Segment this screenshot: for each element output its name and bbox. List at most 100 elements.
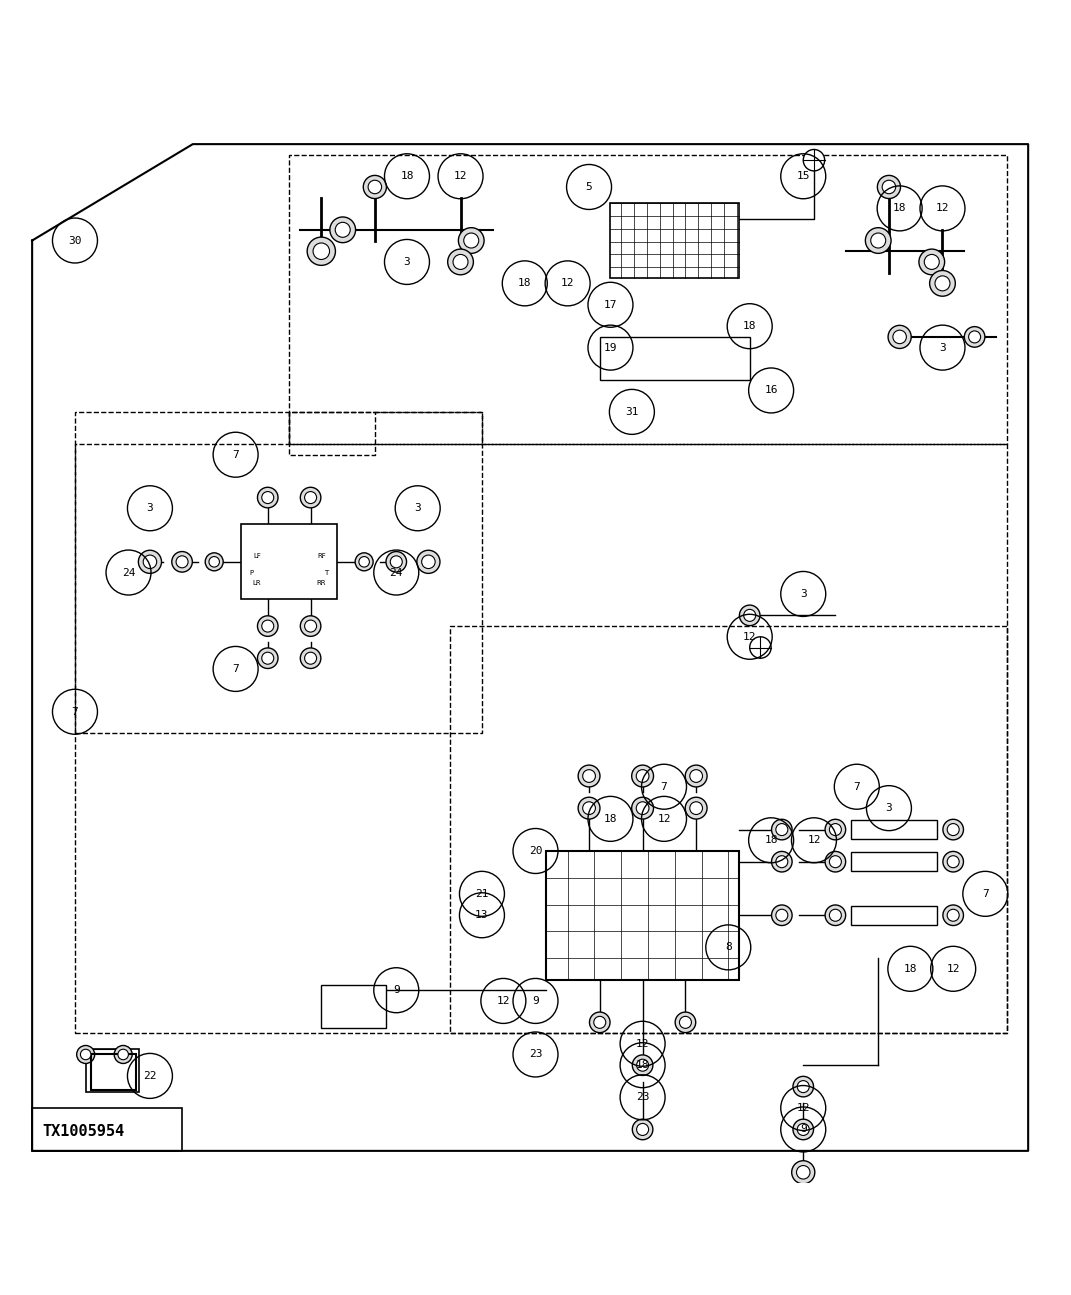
Circle shape (829, 824, 842, 835)
Bar (241, 524, 337, 600)
Text: 12: 12 (947, 963, 960, 974)
Text: 12: 12 (497, 996, 510, 1006)
Circle shape (924, 254, 939, 269)
Bar (600, 337, 750, 379)
Circle shape (300, 616, 321, 636)
Circle shape (797, 1080, 810, 1093)
Circle shape (368, 180, 381, 194)
Circle shape (176, 556, 188, 567)
Bar (851, 820, 937, 839)
Circle shape (797, 1166, 810, 1178)
Text: 9: 9 (393, 985, 399, 996)
Circle shape (771, 851, 793, 872)
Circle shape (636, 769, 649, 782)
Text: 3: 3 (800, 589, 806, 600)
Circle shape (865, 228, 891, 254)
Bar (75, 444, 1007, 1033)
Circle shape (313, 243, 330, 259)
Circle shape (743, 610, 756, 622)
Bar (289, 155, 1007, 444)
Circle shape (935, 276, 950, 291)
Circle shape (636, 1059, 649, 1071)
Circle shape (356, 553, 373, 571)
Circle shape (257, 616, 278, 636)
Circle shape (793, 1076, 814, 1097)
Text: RR: RR (317, 580, 326, 587)
Text: 24: 24 (122, 567, 135, 578)
Text: 7: 7 (232, 449, 239, 460)
Text: 12: 12 (743, 632, 756, 642)
Text: 12: 12 (658, 813, 670, 824)
Circle shape (80, 1049, 91, 1059)
Circle shape (578, 798, 600, 818)
Text: 23: 23 (529, 1049, 542, 1059)
Circle shape (583, 802, 595, 815)
Text: 9: 9 (532, 996, 539, 1006)
Circle shape (942, 851, 964, 872)
Text: 7: 7 (661, 782, 667, 791)
Text: RF: RF (317, 553, 326, 559)
Text: 12: 12 (936, 203, 949, 214)
Text: LR: LR (253, 580, 261, 587)
Circle shape (363, 175, 387, 198)
Circle shape (458, 228, 484, 254)
Text: 12: 12 (797, 1103, 810, 1112)
Circle shape (335, 223, 350, 237)
Text: 17: 17 (604, 299, 617, 310)
Circle shape (304, 492, 317, 504)
Circle shape (636, 1124, 649, 1136)
Circle shape (257, 648, 278, 668)
Circle shape (675, 1013, 696, 1032)
Bar (86, 1049, 139, 1092)
Circle shape (968, 332, 981, 343)
Circle shape (417, 550, 440, 574)
Text: 18: 18 (401, 171, 413, 181)
Circle shape (390, 556, 403, 567)
Circle shape (775, 856, 788, 868)
Circle shape (261, 492, 274, 504)
Circle shape (803, 149, 825, 171)
Bar (546, 851, 739, 979)
Text: P: P (250, 570, 254, 575)
Circle shape (632, 1055, 653, 1075)
Circle shape (583, 769, 595, 782)
Text: 18: 18 (604, 813, 617, 824)
Circle shape (679, 1017, 692, 1028)
Text: 21: 21 (476, 888, 488, 899)
Circle shape (942, 905, 964, 926)
Circle shape (942, 820, 964, 840)
Circle shape (877, 175, 901, 198)
Bar (91, 1054, 136, 1090)
Circle shape (797, 1124, 810, 1136)
Text: 3: 3 (886, 803, 892, 813)
Circle shape (448, 249, 473, 275)
Text: 7: 7 (72, 707, 78, 716)
Text: 7: 7 (854, 782, 860, 791)
Circle shape (947, 909, 960, 921)
Circle shape (883, 180, 895, 194)
Text: 16: 16 (765, 386, 778, 395)
Circle shape (300, 487, 321, 508)
Text: 7: 7 (982, 888, 989, 899)
Circle shape (578, 765, 600, 787)
Text: 24: 24 (390, 567, 403, 578)
Circle shape (791, 1160, 815, 1184)
Circle shape (750, 637, 771, 658)
Circle shape (209, 557, 220, 567)
Text: 5: 5 (586, 183, 592, 192)
Circle shape (300, 648, 321, 668)
Circle shape (829, 909, 842, 921)
Text: 9: 9 (800, 1124, 806, 1134)
Text: 15: 15 (797, 171, 810, 181)
Circle shape (359, 557, 369, 567)
Circle shape (307, 237, 335, 265)
Text: 18: 18 (743, 321, 756, 332)
Circle shape (825, 820, 846, 840)
Text: T: T (325, 570, 329, 575)
Circle shape (261, 620, 274, 632)
Text: 12: 12 (808, 835, 820, 846)
Circle shape (464, 233, 479, 249)
Circle shape (261, 653, 274, 664)
Text: 3: 3 (404, 256, 410, 267)
Text: 23: 23 (636, 1092, 649, 1102)
